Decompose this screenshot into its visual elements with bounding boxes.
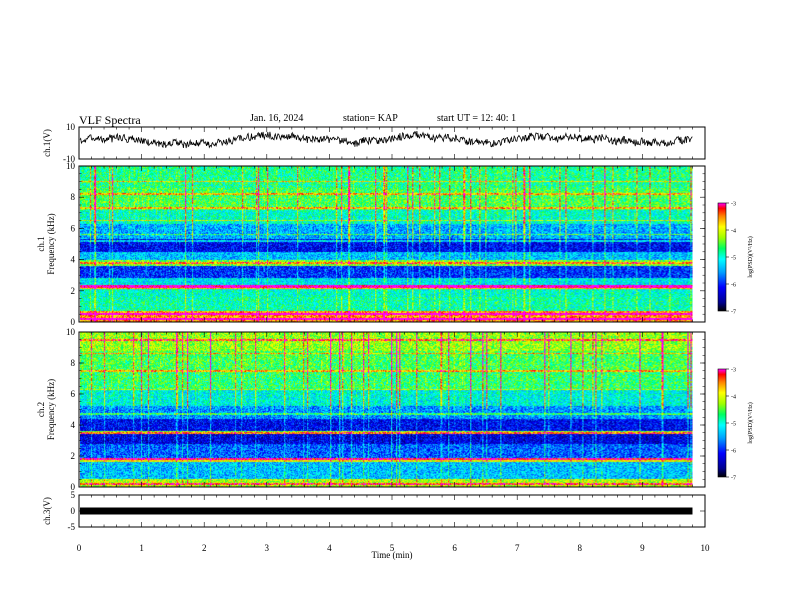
y-tick-label: 10: [66, 327, 76, 337]
x-tick-label: 5: [390, 543, 395, 553]
station-label: station= KAP: [343, 113, 398, 124]
y-axis-label: Frequency (kHz): [46, 213, 56, 274]
x-tick-label: 0: [77, 543, 82, 553]
x-tick-label: 4: [327, 543, 332, 553]
x-tick-label: 10: [701, 543, 711, 553]
y-tick-label: 0: [71, 482, 76, 492]
colorbar-label: log(PSD)(V²/Hz): [747, 236, 754, 277]
colorbar-tick-label: -7: [731, 310, 736, 316]
colorbar-label: log(PSD)(V²/Hz): [747, 402, 754, 443]
y-axis-label: Frequency (kHz): [46, 379, 56, 440]
y-axis-label: ch.3(V): [42, 497, 52, 525]
y-axis-label: ch.2: [36, 402, 46, 417]
colorbar-ch2: [717, 368, 727, 478]
y-tick-label: 6: [71, 223, 76, 233]
y-tick-label: -10: [63, 154, 75, 164]
y-tick-label: 4: [71, 255, 76, 265]
spectrogram-ch1: [80, 166, 693, 322]
y-tick-label: 10: [66, 161, 76, 171]
date-label: Jan. 16, 2024: [250, 113, 304, 124]
y-tick-label: 6: [71, 389, 76, 399]
colorbar-tick-label: -3: [731, 368, 736, 374]
y-tick-label: 2: [71, 286, 76, 296]
colorbar-tick-label: -6: [731, 283, 736, 289]
x-tick-label: 3: [265, 543, 270, 553]
x-tick-label: 7: [515, 543, 520, 553]
colorbar-tick-label: -4: [731, 229, 736, 235]
spectrogram-ch2: [80, 332, 693, 487]
x-tick-label: 6: [452, 543, 457, 553]
colorbar-tick-label: -3: [731, 202, 736, 208]
colorbar-tick-label: -7: [731, 476, 736, 482]
x-tick-label: 2: [202, 543, 207, 553]
start-time-label: start UT = 12: 40: 1: [437, 113, 517, 124]
x-axis-label: Time (min): [372, 550, 413, 560]
ch3-signal-bar: [80, 507, 693, 515]
x-tick-label: 1: [139, 543, 144, 553]
y-tick-label: 0: [71, 317, 76, 327]
colorbar-tick-label: -5: [731, 422, 736, 428]
chart-title: VLF Spectra: [79, 113, 141, 127]
y-tick-label: 5: [71, 490, 76, 500]
y-tick-label: 8: [71, 358, 76, 368]
ch1-waveform-line: [79, 130, 693, 149]
colorbar-ch1: [717, 202, 727, 312]
y-axis-label: ch.1: [36, 236, 46, 251]
colorbar-tick-label: -5: [731, 256, 736, 262]
y-tick-label: -5: [68, 522, 76, 532]
y-tick-label: 10: [66, 122, 76, 132]
y-axis-label: ch.1(V): [42, 129, 52, 157]
y-tick-label: 0: [71, 506, 76, 516]
x-tick-label: 9: [640, 543, 645, 553]
y-tick-label: 8: [71, 192, 76, 202]
colorbar-tick-label: -4: [731, 395, 736, 401]
colorbar-tick-label: -6: [731, 449, 736, 455]
x-tick-label: 8: [578, 543, 583, 553]
y-tick-label: 2: [71, 451, 76, 461]
y-tick-label: 4: [71, 420, 76, 430]
